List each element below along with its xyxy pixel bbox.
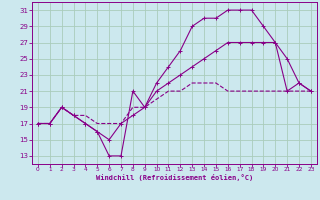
X-axis label: Windchill (Refroidissement éolien,°C): Windchill (Refroidissement éolien,°C) bbox=[96, 174, 253, 181]
